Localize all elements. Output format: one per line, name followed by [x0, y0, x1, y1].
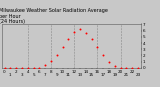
Point	[84, 32, 87, 34]
Point	[102, 55, 104, 56]
Point	[44, 65, 46, 66]
Point	[131, 67, 133, 69]
Point	[55, 54, 58, 56]
Point	[21, 67, 23, 69]
Point	[67, 38, 70, 39]
Point	[96, 47, 99, 48]
Point	[50, 60, 52, 62]
Point	[9, 67, 12, 69]
Point	[38, 67, 41, 68]
Point	[108, 62, 110, 63]
Point	[113, 66, 116, 67]
Point	[137, 67, 139, 69]
Point	[79, 29, 81, 30]
Point	[3, 67, 6, 69]
Point	[32, 67, 35, 69]
Point	[90, 39, 93, 40]
Point	[73, 31, 75, 33]
Point	[125, 67, 128, 69]
Point	[15, 67, 17, 69]
Point	[26, 67, 29, 69]
Point	[61, 46, 64, 47]
Text: Milwaukee Weather Solar Radiation Average
per Hour
(24 Hours): Milwaukee Weather Solar Radiation Averag…	[0, 8, 108, 24]
Point	[119, 67, 122, 68]
